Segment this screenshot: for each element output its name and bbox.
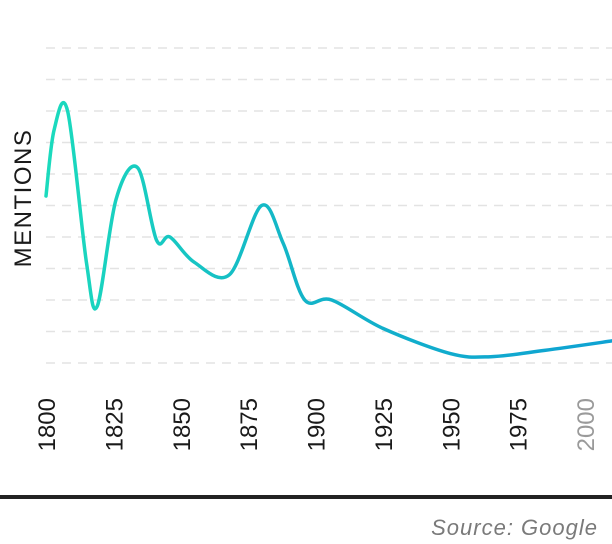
- x-tick-label: 1925: [371, 398, 398, 451]
- mentions-series-line: [44, 101, 612, 359]
- x-tick-label: 1875: [236, 398, 263, 451]
- x-tick-label: 2000: [573, 398, 600, 451]
- x-tick-label: 1900: [304, 398, 331, 451]
- x-tick-label: 1950: [438, 398, 465, 451]
- x-tick-label: 1825: [101, 398, 128, 451]
- gridlines: [46, 47, 612, 364]
- x-tick-label: 1850: [169, 398, 196, 451]
- source-note: Source: Google: [431, 515, 598, 540]
- x-axis-ticks: 1800 1825 1850 1875 1900 1925 1950 1975 2000: [34, 398, 600, 451]
- y-axis-label: MENTIONS: [10, 129, 37, 268]
- x-tick-label: 1800: [34, 398, 61, 451]
- x-tick-label: 1975: [506, 398, 533, 451]
